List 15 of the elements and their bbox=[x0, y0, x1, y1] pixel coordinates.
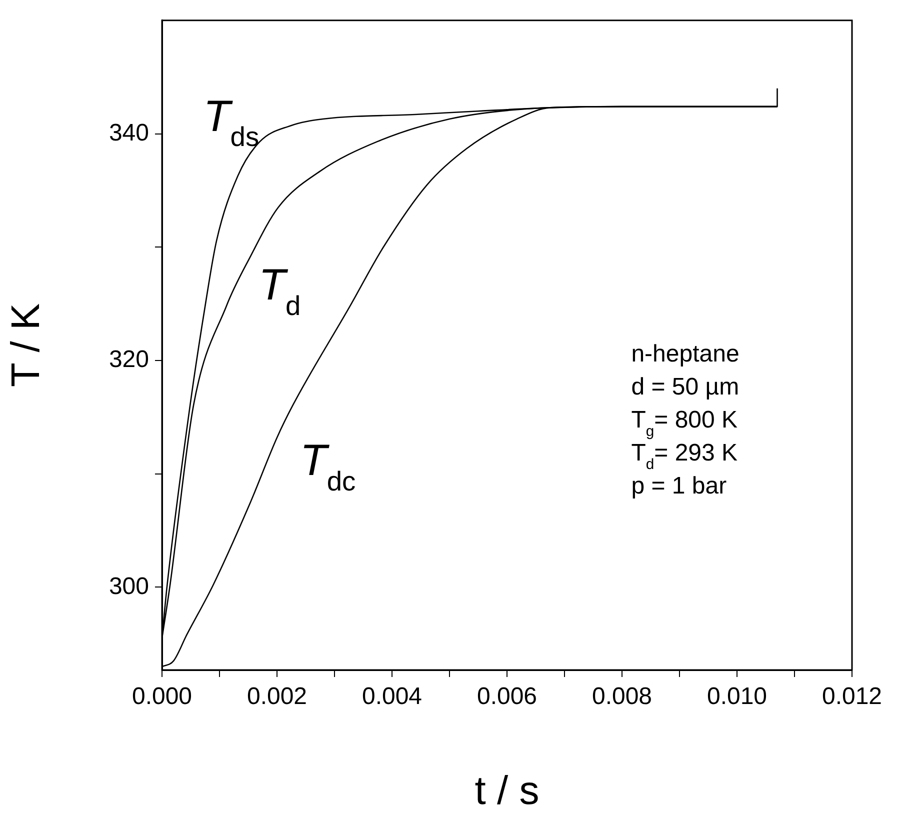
annotation: p = 1 bar bbox=[631, 472, 727, 500]
x-tick-label: 0.012 bbox=[822, 683, 882, 710]
annotation: d = 50 µm bbox=[631, 373, 740, 400]
y-axis-title: T / K bbox=[4, 303, 48, 388]
x-tick-label: 0.006 bbox=[476, 683, 538, 710]
y-tick-label: 340 bbox=[108, 119, 149, 146]
y-tick-label: 300 bbox=[108, 572, 149, 600]
annotation: n-heptane bbox=[631, 340, 740, 368]
x-tick-label: 0.008 bbox=[592, 683, 652, 710]
x-axis-title: t / s bbox=[474, 769, 540, 814]
x-tick-label: 0.010 bbox=[706, 683, 768, 710]
y-tick-label: 320 bbox=[108, 346, 149, 374]
x-tick-label: 0.002 bbox=[246, 683, 308, 710]
x-tick-label: 0.004 bbox=[362, 683, 422, 710]
x-tick-label: 0.000 bbox=[132, 683, 192, 710]
